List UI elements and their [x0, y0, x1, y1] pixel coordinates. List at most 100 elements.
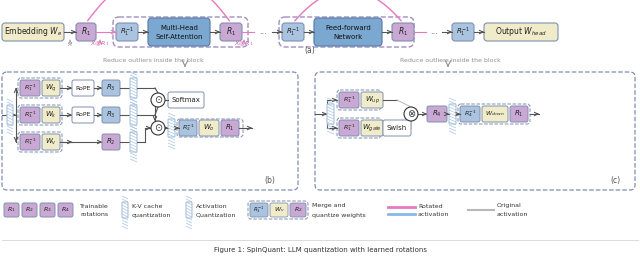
Text: activation: activation [497, 213, 529, 217]
FancyBboxPatch shape [102, 107, 120, 123]
Text: ...: ... [430, 28, 438, 36]
Text: ...: ... [259, 28, 267, 36]
FancyBboxPatch shape [339, 120, 359, 136]
Text: (b): (b) [264, 175, 275, 184]
Text: K-V cache: K-V cache [132, 204, 163, 208]
FancyBboxPatch shape [250, 203, 268, 217]
Text: $R_1^{-1}$: $R_1^{-1}$ [286, 25, 300, 39]
Text: $R_1^{-1}$: $R_1^{-1}$ [456, 25, 470, 39]
Text: $X@R_1$: $X@R_1$ [90, 39, 109, 49]
FancyBboxPatch shape [130, 105, 137, 125]
Text: $R_2$: $R_2$ [106, 137, 116, 147]
Text: Output $W_{head}$: Output $W_{head}$ [495, 26, 547, 38]
Text: quantize weights: quantize weights [312, 213, 365, 217]
Text: $W_v$: $W_v$ [273, 206, 284, 214]
Text: $R_1^{-1}$: $R_1^{-1}$ [24, 110, 36, 120]
Text: RoPE: RoPE [76, 112, 91, 117]
FancyBboxPatch shape [361, 92, 383, 108]
FancyBboxPatch shape [482, 106, 508, 122]
Text: Softmax: Softmax [172, 97, 200, 103]
Text: Multi-Head: Multi-Head [160, 25, 198, 31]
FancyBboxPatch shape [220, 23, 242, 41]
FancyBboxPatch shape [72, 107, 94, 123]
Text: $R_1^{-1}$: $R_1^{-1}$ [24, 136, 36, 147]
FancyBboxPatch shape [168, 92, 204, 108]
FancyBboxPatch shape [199, 120, 219, 136]
Text: $W_q$: $W_q$ [45, 82, 57, 94]
Text: $W_{down}$: $W_{down}$ [485, 110, 505, 118]
FancyBboxPatch shape [58, 203, 73, 217]
Text: $X@R_1$: $X@R_1$ [234, 39, 253, 49]
FancyBboxPatch shape [20, 107, 40, 123]
Text: (c): (c) [610, 175, 620, 184]
Text: $R_1^{-1}$: $R_1^{-1}$ [120, 25, 134, 39]
Text: activation: activation [418, 213, 449, 217]
FancyBboxPatch shape [7, 105, 13, 125]
FancyBboxPatch shape [76, 23, 96, 41]
Text: quantization: quantization [132, 213, 172, 217]
FancyBboxPatch shape [22, 203, 37, 217]
Text: $R_4$: $R_4$ [61, 206, 70, 214]
FancyBboxPatch shape [42, 134, 60, 150]
FancyBboxPatch shape [449, 104, 456, 124]
Text: Quantization: Quantization [196, 213, 236, 217]
Text: Reduce outliers inside the block: Reduce outliers inside the block [399, 58, 500, 62]
Text: $R_3$: $R_3$ [106, 110, 116, 120]
Text: Trainable: Trainable [80, 204, 109, 208]
Text: $R_1^{-1}$: $R_1^{-1}$ [342, 95, 355, 106]
Circle shape [404, 107, 418, 121]
FancyBboxPatch shape [427, 106, 447, 122]
FancyBboxPatch shape [282, 23, 304, 41]
Text: $R_1$: $R_1$ [81, 26, 91, 38]
Text: $R_1$: $R_1$ [226, 26, 236, 38]
Text: $W_o$: $W_o$ [203, 123, 215, 133]
Text: RoPE: RoPE [76, 85, 91, 91]
Circle shape [151, 93, 165, 107]
Text: Merge and: Merge and [312, 204, 346, 208]
Text: Reduce outliers inside the block: Reduce outliers inside the block [102, 58, 204, 62]
FancyBboxPatch shape [102, 80, 120, 96]
Text: $R_1^{-1}$: $R_1^{-1}$ [24, 83, 36, 93]
FancyBboxPatch shape [42, 80, 60, 96]
FancyBboxPatch shape [327, 104, 334, 124]
FancyBboxPatch shape [116, 23, 138, 41]
FancyBboxPatch shape [72, 80, 94, 96]
Text: Feed-forward: Feed-forward [325, 25, 371, 31]
Text: $R_1$: $R_1$ [7, 206, 16, 214]
Text: $W_{gate}$: $W_{gate}$ [362, 122, 382, 134]
Text: $R_2$: $R_2$ [294, 206, 302, 214]
FancyBboxPatch shape [20, 80, 40, 96]
Text: $R_3$: $R_3$ [43, 206, 52, 214]
FancyArrowPatch shape [88, 0, 229, 21]
FancyBboxPatch shape [42, 107, 60, 123]
FancyBboxPatch shape [148, 18, 210, 46]
FancyArrowPatch shape [295, 0, 401, 21]
Text: $X$: $X$ [67, 40, 74, 48]
FancyBboxPatch shape [2, 23, 64, 41]
FancyBboxPatch shape [460, 106, 480, 122]
FancyBboxPatch shape [186, 202, 192, 218]
FancyBboxPatch shape [314, 18, 382, 46]
Text: rotations: rotations [80, 213, 108, 217]
FancyBboxPatch shape [270, 203, 288, 217]
Text: Original: Original [497, 204, 522, 208]
FancyBboxPatch shape [361, 120, 383, 136]
FancyBboxPatch shape [179, 120, 197, 136]
Text: $R_2^{-1}$: $R_2^{-1}$ [182, 123, 195, 133]
Text: $W_{up}$: $W_{up}$ [365, 94, 380, 106]
Text: $R_1^{-1}$: $R_1^{-1}$ [342, 123, 355, 133]
FancyBboxPatch shape [168, 119, 175, 137]
Text: (a): (a) [305, 45, 316, 54]
Text: $R_4$: $R_4$ [432, 109, 442, 119]
FancyBboxPatch shape [102, 134, 120, 150]
FancyBboxPatch shape [221, 120, 239, 136]
Text: $R_2$: $R_2$ [25, 206, 34, 214]
Text: Figure 1: SpinQuant: LLM quantization with learned rotations: Figure 1: SpinQuant: LLM quantization wi… [214, 247, 426, 253]
Text: Swish: Swish [387, 125, 407, 131]
Text: $R_1^{-1}$: $R_1^{-1}$ [253, 205, 265, 215]
Text: $W_v$: $W_v$ [45, 137, 57, 147]
Circle shape [151, 121, 165, 135]
FancyBboxPatch shape [392, 23, 414, 41]
Text: Activation: Activation [196, 204, 228, 208]
FancyBboxPatch shape [339, 92, 359, 108]
